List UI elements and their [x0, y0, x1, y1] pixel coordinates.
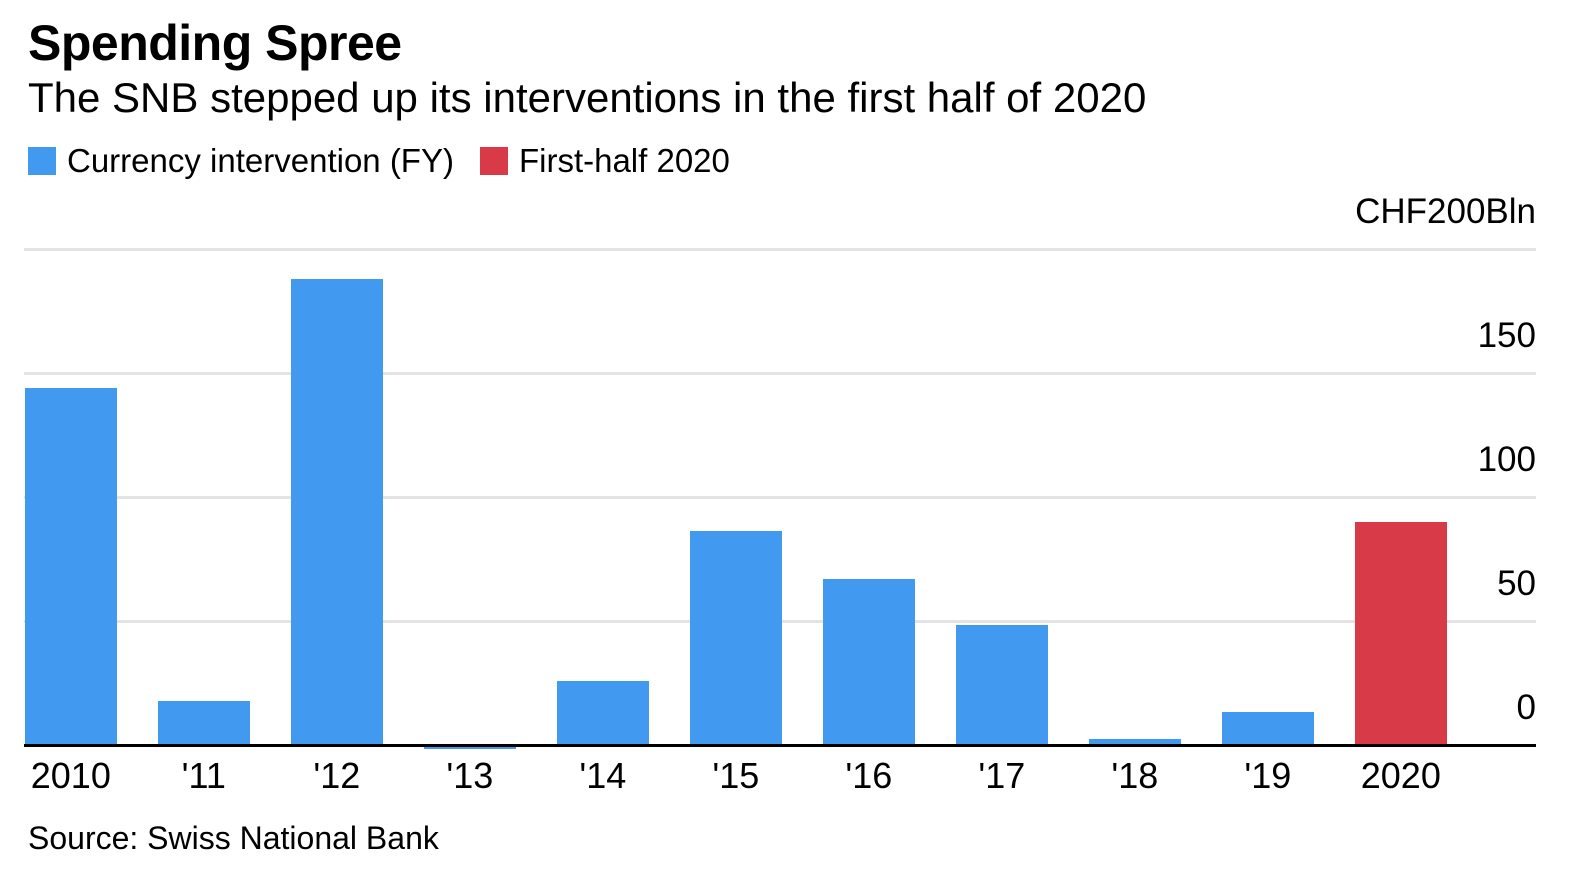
- legend-swatch-firsthalf: [479, 146, 508, 175]
- bar-17: [955, 625, 1048, 745]
- bar-2010: [24, 387, 117, 745]
- chart-subtitle: The SNB stepped up its interventions in …: [28, 74, 1147, 121]
- x-axis-label-12: '12: [313, 755, 361, 796]
- legend-label-firsthalf: First-half 2020: [518, 142, 730, 179]
- bar-18: [1088, 739, 1181, 745]
- x-axis-label-15: '15: [712, 755, 760, 796]
- y-tick-label-100: 100: [1477, 440, 1536, 479]
- x-axis-label-17: '17: [978, 755, 1026, 796]
- bar-13: [423, 746, 516, 749]
- bar-12: [290, 278, 383, 745]
- y-tick-label-0: 0: [1516, 688, 1536, 727]
- bar-19: [1221, 712, 1314, 745]
- x-axis-label-14: '14: [579, 755, 627, 796]
- x-axis-baseline: [24, 743, 1536, 747]
- legend-label-currency: Currency intervention (FY): [67, 142, 454, 179]
- bar-14: [556, 681, 649, 745]
- bar-15: [689, 531, 782, 745]
- y-tick-label-150: 150: [1477, 316, 1536, 355]
- legend-swatch-currency: [28, 146, 56, 175]
- x-axis-label-18: '18: [1111, 755, 1159, 796]
- gridline-200: [24, 247, 1536, 251]
- legend-item-currency-intervention: Currency intervention (FY): [28, 144, 454, 177]
- legend: Currency intervention (FY) First-half 20…: [28, 144, 730, 177]
- gridline-100: [24, 495, 1536, 499]
- x-axis-label-11: '11: [181, 755, 226, 796]
- chart-title: Spending Spree: [28, 15, 402, 71]
- bar-16: [822, 578, 915, 745]
- gridline-150: [24, 371, 1536, 375]
- x-axis-label-19: '19: [1244, 755, 1292, 796]
- source-note: Source: Swiss National Bank: [28, 820, 439, 856]
- bar-2020: [1354, 521, 1447, 745]
- x-axis-label-13: '13: [446, 755, 494, 796]
- bar-11: [157, 700, 250, 745]
- y-axis-unit-label: CHF200Bln: [1355, 192, 1536, 231]
- y-tick-label-50: 50: [1497, 564, 1536, 603]
- x-axis-label-2020: 2020: [1360, 755, 1441, 796]
- legend-item-first-half-2020: First-half 2020: [479, 142, 730, 179]
- x-axis-label-16: '16: [845, 755, 893, 796]
- x-axis-label-2010: 2010: [30, 755, 111, 796]
